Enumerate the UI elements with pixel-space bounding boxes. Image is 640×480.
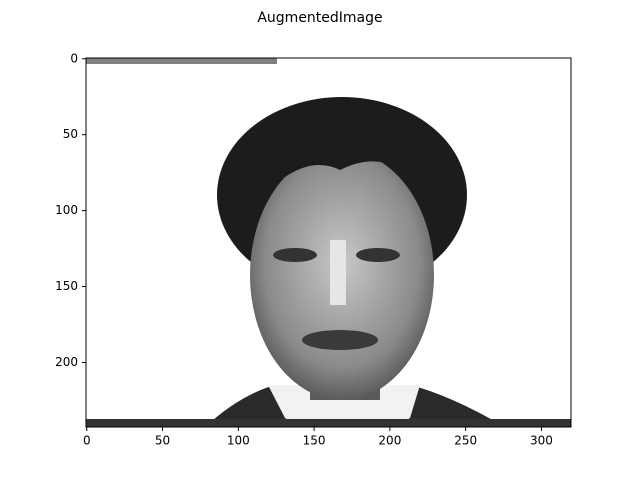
y-tick-label: 200 <box>55 355 78 369</box>
y-tick-label: 150 <box>55 279 78 293</box>
y-tick-label: 50 <box>63 127 78 141</box>
x-tick-label: 0 <box>83 434 91 448</box>
chart-title: AugmentedImage <box>257 10 382 26</box>
x-tick-label: 250 <box>454 434 477 448</box>
image <box>86 58 571 427</box>
x-tick-label: 200 <box>378 434 401 448</box>
x-tick-label: 50 <box>155 434 170 448</box>
x-tick-label: 150 <box>303 434 326 448</box>
y-tick-label: 100 <box>55 203 78 217</box>
axes-frame <box>85 57 572 428</box>
x-tick-label: 300 <box>530 434 553 448</box>
x-tick-label: 100 <box>227 434 250 448</box>
y-tick-label: 0 <box>70 51 78 65</box>
